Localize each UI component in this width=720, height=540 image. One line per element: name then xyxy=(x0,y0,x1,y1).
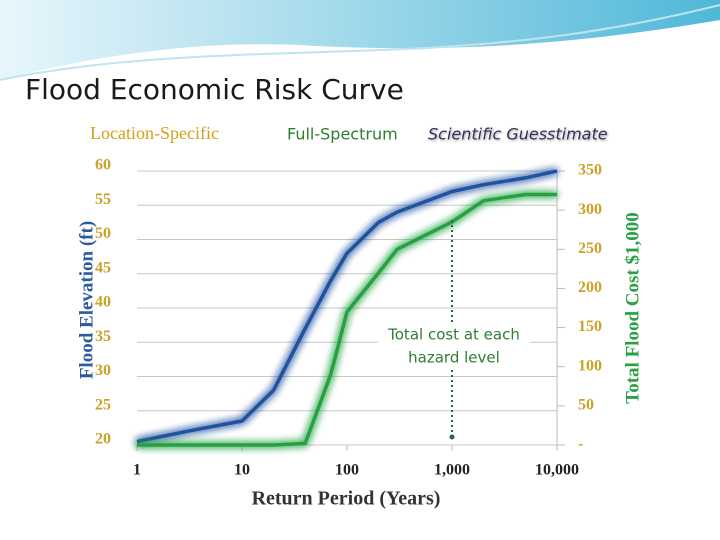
y2-axis-title: Total Flood Cost $1,000 xyxy=(622,212,643,403)
x-tick-label: 10 xyxy=(234,462,250,479)
y-tick-label: 25 xyxy=(95,396,111,413)
y2-tick-label: 200 xyxy=(578,279,602,296)
x-axis-title: Return Period (Years) xyxy=(252,488,441,510)
x-tick-label: 100 xyxy=(335,462,359,479)
y-tick-label: 50 xyxy=(95,225,111,242)
slide-title: Flood Economic Risk Curve xyxy=(25,73,404,106)
subtitle-part: Full-Spectrum xyxy=(287,125,398,144)
y-tick-label: 45 xyxy=(95,259,111,276)
y-tick-label: 30 xyxy=(95,362,111,379)
y2-tick-label: 250 xyxy=(578,240,602,257)
y-tick-label: 35 xyxy=(95,328,111,345)
y2-tick-label: 350 xyxy=(578,162,602,179)
subtitle-part: Scientific Guesstimate xyxy=(428,125,608,144)
header-wave xyxy=(0,0,720,80)
y2-tick-label: 300 xyxy=(578,201,602,218)
y-tick-label: 20 xyxy=(95,431,111,448)
annotation-box xyxy=(378,322,530,370)
y-tick-label: 55 xyxy=(95,191,111,208)
annotation: hazard level xyxy=(408,349,500,367)
x-tick-label: 1 xyxy=(133,462,141,479)
data-line xyxy=(137,192,557,447)
x-tick-label: 1,000 xyxy=(434,462,470,479)
data-line xyxy=(136,169,558,444)
y-tick-label: 40 xyxy=(95,294,111,311)
y2-tick-label: 100 xyxy=(578,357,602,374)
y-axis-title: Flood Elevation (ft) xyxy=(76,221,97,379)
y2-tick-label: 150 xyxy=(578,318,602,335)
y2-tick-label: - xyxy=(578,436,583,453)
annotation: Total cost at each xyxy=(387,326,520,344)
header-line xyxy=(0,4,720,81)
annotation-dot xyxy=(449,434,455,440)
x-tick-label: 10,000 xyxy=(535,462,579,479)
y2-tick-label: 50 xyxy=(578,397,594,414)
y-tick-label: 60 xyxy=(95,157,111,174)
subtitle-part: Location-Specific xyxy=(90,123,219,143)
